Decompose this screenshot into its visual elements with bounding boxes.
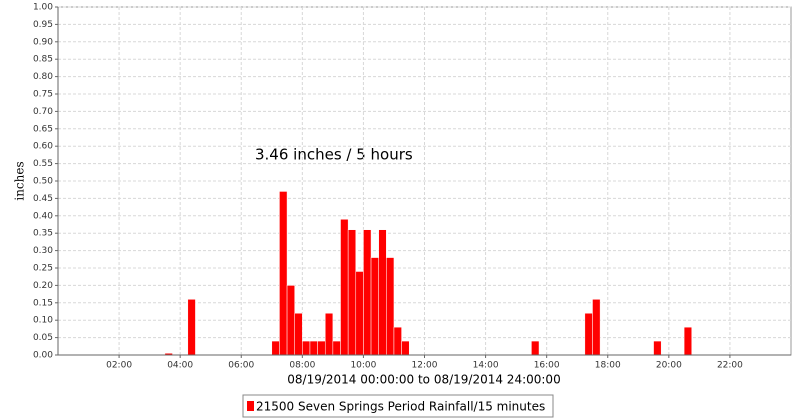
legend	[242, 394, 554, 418]
x-tick-label: 18:00	[595, 361, 621, 371]
x-tick-label: 14:00	[473, 361, 499, 371]
legend-label: 21500 Seven Springs Period Rainfall/15 m…	[256, 400, 545, 414]
y-axis-label: inches	[13, 161, 27, 200]
bar	[584, 312, 593, 356]
y-tick-label: 0.20	[33, 281, 53, 291]
bar	[286, 285, 295, 356]
bar	[332, 340, 341, 356]
y-tick-label: 0.65	[33, 124, 53, 134]
y-tick-label: 0.10	[33, 316, 53, 326]
bar	[271, 340, 280, 356]
x-tick-label: 22:00	[717, 361, 743, 371]
bar	[592, 299, 601, 356]
bar	[401, 340, 410, 356]
y-tick-label: 1.00	[33, 3, 53, 13]
bar	[378, 229, 387, 356]
bar	[187, 299, 196, 356]
x-tick-label: 12:00	[412, 361, 438, 371]
x-tick-label: 08:00	[289, 361, 315, 371]
bar	[683, 326, 692, 356]
bar	[309, 340, 318, 356]
y-tick-label: 0.80	[33, 72, 53, 82]
y-tick-label: 0.95	[33, 20, 53, 30]
y-tick-label: 0.85	[33, 55, 53, 65]
x-tick-label: 06:00	[228, 361, 254, 371]
y-tick-label: 0.90	[33, 37, 53, 47]
annotation: 3.46 inches / 5 hours	[255, 146, 413, 164]
y-tick-label: 0.30	[33, 246, 53, 256]
y-tick-label: 0.60	[33, 142, 53, 152]
bar	[279, 191, 288, 356]
legend-swatch	[247, 401, 254, 411]
bar	[302, 340, 311, 356]
y-tick-label: 0.70	[33, 107, 53, 117]
x-tick-label: 02:00	[106, 361, 132, 371]
bar	[363, 229, 372, 356]
y-tick-label: 0.50	[33, 177, 53, 187]
bar	[324, 312, 334, 356]
bar	[653, 340, 662, 356]
y-tick-label: 0.05	[33, 333, 53, 343]
bar	[393, 326, 402, 356]
y-tick-label: 0.00	[33, 351, 53, 361]
x-tick-label: 04:00	[167, 361, 193, 371]
bar	[294, 312, 303, 356]
y-tick-label: 0.40	[33, 211, 53, 221]
y-tick-label: 0.55	[33, 159, 53, 169]
y-tick-label: 0.15	[33, 298, 53, 308]
bar	[386, 257, 395, 356]
bar	[340, 219, 349, 356]
bar	[355, 271, 364, 356]
x-tick-label: 16:00	[534, 361, 560, 371]
x-tick-label: 10:00	[350, 361, 376, 371]
bar	[370, 257, 379, 356]
x-tick-label: 20:00	[656, 361, 682, 371]
y-tick-label: 0.35	[33, 229, 53, 239]
bar	[347, 229, 357, 356]
bar	[317, 340, 326, 356]
x-axis-label: 08/19/2014 00:00:00 to 08/19/2014 24:00:…	[287, 373, 560, 387]
y-tick-label: 0.25	[33, 264, 53, 274]
y-tick-label: 0.45	[33, 194, 53, 204]
bar	[531, 340, 540, 356]
y-tick-label: 0.75	[33, 90, 53, 100]
